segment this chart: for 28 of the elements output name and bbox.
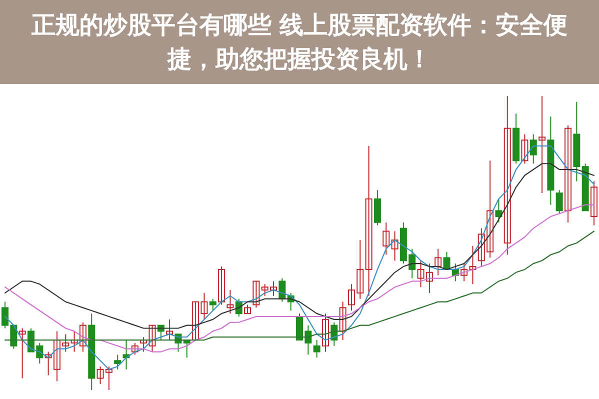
candlestick xyxy=(564,124,572,223)
candlestick xyxy=(590,180,598,226)
candlestick xyxy=(131,342,138,356)
candlestick xyxy=(18,328,26,379)
candlestick xyxy=(382,222,390,256)
candlestick xyxy=(313,340,320,358)
candlestick xyxy=(504,96,511,256)
chart-title: 正规的炒股平台有哪些 线上股票配资软件：安全便捷，助您把握投资良机！ xyxy=(30,10,569,75)
candlestick xyxy=(521,134,528,164)
candlestick xyxy=(538,96,546,194)
candlestick xyxy=(148,324,156,352)
candlestick xyxy=(322,313,329,352)
candlestick xyxy=(114,354,122,370)
candlestick xyxy=(218,266,226,306)
candlestick xyxy=(140,336,148,352)
candlestick xyxy=(530,134,537,164)
candlestick xyxy=(278,278,286,302)
candlestick xyxy=(209,298,216,312)
candlestick xyxy=(556,190,563,214)
candlestick xyxy=(339,301,346,341)
candlestick xyxy=(495,198,502,223)
candlestick xyxy=(391,230,398,262)
candlestick xyxy=(252,280,260,308)
candlestick xyxy=(434,248,442,276)
candlestick xyxy=(374,190,381,226)
candlestick xyxy=(365,145,372,296)
candlestick xyxy=(226,290,234,314)
candlestick xyxy=(166,318,174,341)
